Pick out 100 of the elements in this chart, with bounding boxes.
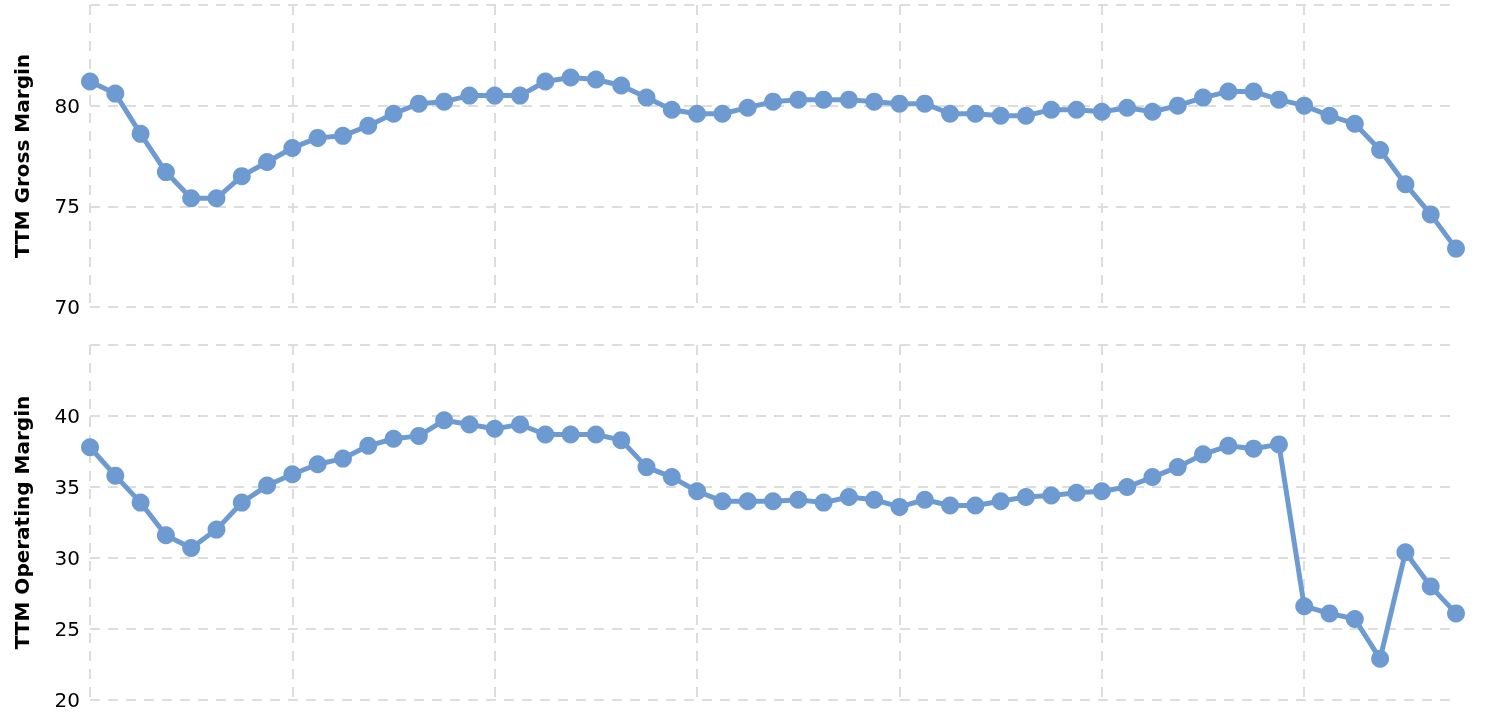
point xyxy=(1168,96,1187,115)
point xyxy=(1295,96,1314,115)
point xyxy=(1143,468,1162,487)
point xyxy=(1118,98,1137,117)
point xyxy=(890,94,909,113)
point xyxy=(890,497,909,516)
point xyxy=(991,106,1010,125)
point xyxy=(1447,239,1465,258)
point xyxy=(1269,435,1288,454)
point xyxy=(536,425,555,444)
y-tick-label: 35 xyxy=(54,475,80,499)
point xyxy=(941,104,960,123)
point xyxy=(283,138,302,157)
point xyxy=(1016,106,1035,125)
point xyxy=(1295,597,1314,616)
point xyxy=(1421,205,1440,224)
point xyxy=(333,126,352,145)
point xyxy=(561,425,580,444)
point xyxy=(1447,604,1465,623)
point xyxy=(688,482,707,501)
point xyxy=(182,539,201,558)
point xyxy=(384,429,403,448)
y-tick-label: 25 xyxy=(54,617,80,641)
point xyxy=(1092,102,1111,121)
point xyxy=(1396,543,1415,562)
point xyxy=(409,426,428,445)
point xyxy=(156,163,175,182)
point xyxy=(536,72,555,91)
point xyxy=(1244,82,1263,101)
point xyxy=(966,496,985,515)
point xyxy=(1194,88,1213,107)
point xyxy=(1371,140,1390,159)
point xyxy=(182,189,201,208)
point xyxy=(485,419,504,438)
point xyxy=(1016,487,1035,506)
point xyxy=(131,493,150,512)
y-tick-label: 75 xyxy=(54,194,80,219)
y-axis-title: TTM Gross Margin xyxy=(10,53,34,259)
point xyxy=(586,425,605,444)
point xyxy=(814,493,833,512)
point xyxy=(308,128,327,147)
point xyxy=(106,84,125,103)
point xyxy=(764,492,782,511)
point xyxy=(1320,106,1339,125)
point xyxy=(156,526,175,545)
point xyxy=(688,104,707,123)
point xyxy=(1042,100,1061,119)
point xyxy=(662,468,681,487)
point xyxy=(966,104,985,123)
point xyxy=(106,466,125,485)
point xyxy=(612,431,631,450)
point xyxy=(1396,175,1415,194)
y-tick-label: 70 xyxy=(54,295,80,319)
point xyxy=(1067,100,1086,119)
point xyxy=(637,458,656,477)
point xyxy=(738,492,757,511)
point xyxy=(460,86,479,105)
point xyxy=(865,92,884,111)
point xyxy=(1067,483,1086,502)
point xyxy=(662,100,681,119)
point xyxy=(460,415,479,434)
point xyxy=(637,88,656,107)
point xyxy=(1118,478,1137,496)
point xyxy=(258,476,277,495)
point xyxy=(409,94,428,113)
point xyxy=(839,90,858,109)
point xyxy=(865,490,884,509)
point xyxy=(738,98,757,117)
point xyxy=(713,104,732,123)
point xyxy=(1371,649,1390,668)
point xyxy=(1421,577,1440,596)
point xyxy=(1320,604,1339,623)
y-tick-label: 80 xyxy=(54,93,80,118)
point xyxy=(232,493,251,512)
point xyxy=(1219,82,1238,101)
point xyxy=(1244,439,1263,458)
point xyxy=(915,490,934,509)
point xyxy=(991,492,1010,511)
point xyxy=(81,438,99,457)
point xyxy=(359,436,378,455)
point xyxy=(1345,610,1364,629)
point xyxy=(511,415,530,434)
point xyxy=(81,72,99,91)
point xyxy=(511,86,530,105)
point xyxy=(839,487,858,506)
y-tick-label: 30 xyxy=(54,546,80,570)
point xyxy=(1219,436,1238,455)
point xyxy=(941,496,960,515)
point xyxy=(915,94,934,113)
point xyxy=(1042,486,1061,505)
point xyxy=(1092,482,1111,501)
y-tick-label: 40 xyxy=(54,404,80,428)
point xyxy=(1143,102,1162,121)
point xyxy=(789,90,808,109)
point xyxy=(131,124,150,143)
point xyxy=(1345,114,1364,133)
point xyxy=(586,70,605,89)
point xyxy=(1168,458,1187,477)
point xyxy=(485,86,504,105)
y-axis-title: TTM Operating Margin xyxy=(10,395,34,650)
